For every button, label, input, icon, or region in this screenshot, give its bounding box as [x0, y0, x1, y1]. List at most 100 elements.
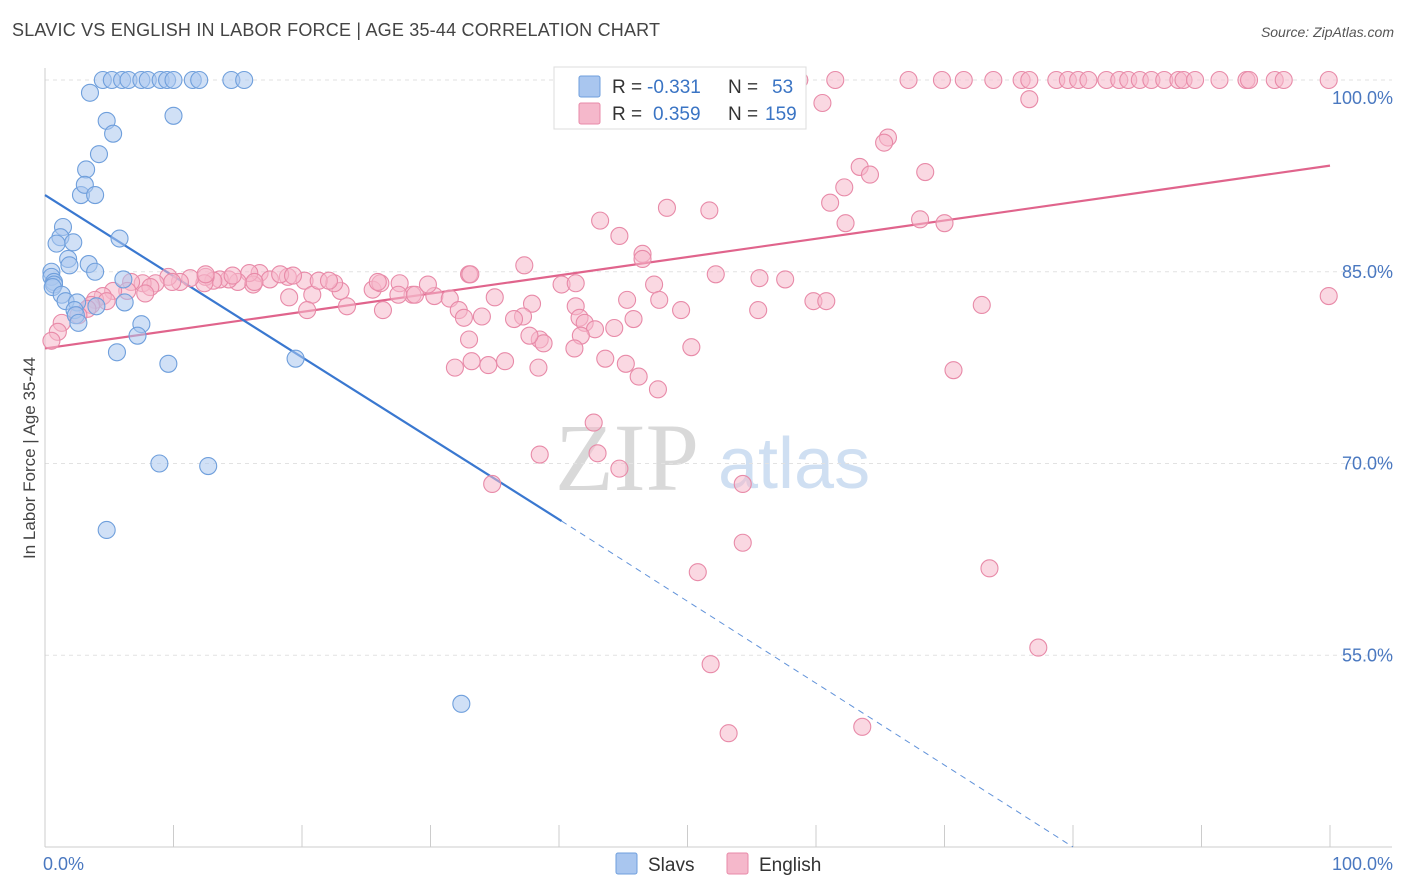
bottom-legend-label-english: English: [759, 855, 821, 876]
slavs-point: [164, 106, 183, 125]
slavs-point: [87, 297, 106, 316]
english-point: [750, 269, 769, 288]
english-point: [534, 334, 553, 353]
english-point: [648, 380, 667, 399]
english-point: [629, 367, 648, 386]
english-point: [389, 285, 408, 304]
english-point: [682, 338, 701, 357]
legend-swatch-english: [578, 102, 601, 125]
english-point: [980, 559, 999, 578]
slavs-point: [110, 229, 129, 248]
legend-n-label-english: N =: [728, 104, 758, 125]
english-point: [566, 274, 585, 293]
x-tick-label-min: 0.0%: [43, 854, 84, 874]
english-point: [1079, 70, 1098, 90]
y-tick-label: 55.0%: [1342, 645, 1393, 665]
chart-title: SLAVIC VS ENGLISH IN LABOR FORCE | AGE 3…: [12, 20, 661, 40]
english-point: [319, 271, 339, 290]
legend-r-value-slavs: -0.331: [647, 77, 701, 98]
slavs-point: [86, 262, 105, 281]
english-point: [472, 307, 491, 326]
english-point: [605, 318, 624, 338]
english-point: [283, 266, 303, 285]
english-point: [610, 459, 629, 478]
legend-n-value-english: 159: [765, 104, 797, 125]
english-point: [657, 198, 676, 217]
bottom-legend-swatch-english: [726, 852, 749, 875]
english-point: [596, 349, 615, 368]
legend-r-label-english: R =: [612, 104, 642, 125]
english-point: [479, 356, 498, 375]
trend-line-slavs-extension: [561, 520, 1074, 848]
slavs-point: [77, 160, 96, 179]
legend-n-label-slavs: N =: [728, 77, 758, 98]
slavs-point: [128, 326, 147, 345]
slavs-point: [190, 70, 209, 90]
english-point: [373, 301, 393, 320]
english-point: [954, 70, 973, 90]
english-point: [298, 301, 317, 320]
english-point: [650, 290, 669, 309]
gridlines: [45, 79, 1392, 656]
english-point: [520, 326, 539, 345]
bottom-legend-swatch-slavs: [615, 852, 638, 875]
english-point: [515, 256, 534, 275]
english-point: [916, 162, 935, 182]
english-point: [972, 295, 991, 315]
slavs-point: [235, 70, 254, 90]
english-point: [817, 292, 836, 311]
english-point: [485, 288, 504, 307]
english-point: [1319, 286, 1338, 306]
english-point: [984, 70, 1003, 90]
english-point: [633, 249, 652, 269]
watermark-zip: ZIP: [555, 404, 699, 511]
english-point: [163, 272, 182, 292]
english-point: [42, 331, 61, 350]
y-tick-label: 85.0%: [1342, 262, 1393, 282]
english-point: [836, 214, 855, 233]
english-point: [368, 272, 387, 292]
english-point: [645, 275, 664, 294]
slavs-point: [89, 145, 109, 164]
legend-r-label-slavs: R =: [612, 77, 642, 98]
english-point: [618, 290, 637, 309]
english-point: [196, 265, 215, 284]
english-point: [1020, 70, 1039, 90]
correlation-legend: R = -0.331 N = 53 R = 0.359 N = 159: [553, 66, 807, 130]
english-point: [483, 474, 502, 494]
y-tick-label: 70.0%: [1342, 454, 1393, 474]
english-point: [853, 717, 872, 736]
english-point: [584, 413, 603, 432]
legend-swatch-slavs: [578, 75, 601, 98]
english-point: [459, 330, 479, 349]
bottom-legend-label-slavs: Slavs: [648, 855, 694, 876]
english-point: [826, 70, 845, 90]
english-point: [932, 70, 951, 90]
english-point: [899, 70, 918, 90]
english-point: [813, 93, 832, 113]
english-point: [1239, 70, 1259, 90]
slavs-point: [64, 233, 83, 252]
english-point: [624, 309, 643, 329]
english-point: [700, 201, 719, 220]
english-point: [1186, 70, 1205, 90]
english-point: [701, 655, 720, 674]
english-point: [935, 214, 954, 233]
english-point: [588, 444, 607, 463]
english-point: [529, 358, 548, 377]
english-point: [776, 270, 795, 289]
english-point: [136, 284, 155, 303]
english-point: [1274, 70, 1293, 90]
legend-r-value-english: 0.359: [653, 104, 701, 125]
slavs-point: [107, 343, 127, 362]
slavs-point: [115, 293, 134, 312]
english-point: [1210, 70, 1229, 90]
english-point: [454, 308, 473, 327]
english-point: [591, 211, 610, 230]
english-point: [495, 352, 515, 371]
english-point: [944, 361, 963, 380]
english-point: [616, 354, 635, 373]
slavs-point: [47, 234, 66, 253]
english-point: [418, 275, 437, 294]
english-point: [688, 563, 707, 582]
